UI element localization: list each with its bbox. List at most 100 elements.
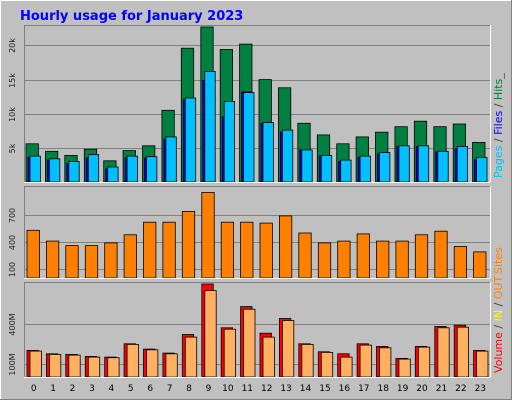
bar xyxy=(417,346,431,378)
bar xyxy=(456,326,470,378)
bar xyxy=(223,101,235,183)
bar xyxy=(340,159,352,183)
y-tick-label: 10k xyxy=(8,107,17,122)
bar xyxy=(301,343,314,378)
x-tick-label: 19 xyxy=(397,384,409,394)
legend-part: Volume xyxy=(492,332,505,373)
bar xyxy=(317,242,332,279)
x-tick-label: 22 xyxy=(455,384,466,394)
bar xyxy=(259,222,273,279)
y-tick-label: 15k xyxy=(8,73,17,88)
bar xyxy=(65,245,79,279)
bar xyxy=(146,349,159,378)
x-tick-label: 2 xyxy=(70,384,76,394)
bar xyxy=(414,234,429,279)
x-tick-label: 10 xyxy=(222,384,234,394)
bar xyxy=(262,336,275,378)
y-tick-label: 20k xyxy=(8,38,17,53)
bar xyxy=(379,152,391,183)
bar xyxy=(240,221,254,279)
x-tick-label: 3 xyxy=(89,384,95,394)
bar xyxy=(476,350,489,378)
y-tick-label: 400 xyxy=(8,235,17,250)
x-tick-label: 17 xyxy=(358,384,369,394)
x-axis-labels: 0 1 2 3 4 5 6 7 8 9 10 11 12 13 14 15 16 17 18 19 20 21 22 23 xyxy=(31,384,486,394)
legend-part: / xyxy=(492,135,505,146)
x-tick-label: 7 xyxy=(167,384,173,394)
bar xyxy=(376,240,390,279)
legend-part: _ xyxy=(492,73,505,80)
legend-part: / xyxy=(492,321,505,332)
bar xyxy=(298,232,312,279)
bar xyxy=(126,343,139,378)
bar xyxy=(26,229,40,279)
x-tick-label: 23 xyxy=(475,384,486,394)
bar xyxy=(320,154,333,183)
chart-title: Hourly usage for January 2023 xyxy=(20,9,243,24)
bar xyxy=(434,230,448,279)
bar xyxy=(123,234,137,279)
bar xyxy=(184,97,197,183)
legend-part: / xyxy=(492,299,505,310)
bar xyxy=(126,155,138,183)
legend-part: Hits xyxy=(492,78,505,100)
bar xyxy=(379,347,392,378)
bar xyxy=(46,240,60,279)
x-tick-label: 5 xyxy=(128,384,134,394)
bar xyxy=(281,129,294,183)
bar xyxy=(281,320,295,378)
bar xyxy=(104,242,118,279)
bar xyxy=(473,251,487,279)
bar xyxy=(437,327,450,378)
bar xyxy=(243,308,256,378)
legend-label-pages-files-hits: Pages / Files / Hits_ xyxy=(492,73,505,178)
x-tick-label: 18 xyxy=(377,384,389,394)
bar xyxy=(340,356,353,378)
x-tick-label: 6 xyxy=(147,384,153,394)
legend-part: Sites xyxy=(492,247,505,274)
x-tick-label: 9 xyxy=(206,384,212,394)
bar xyxy=(162,221,176,279)
panel-pages-files-hits: 5k 10k 15k 20k Pages / Files / Hits_ xyxy=(8,25,505,183)
y-tick-label: 5k xyxy=(8,143,17,153)
bar xyxy=(262,122,274,183)
x-tick-label: 16 xyxy=(339,384,351,394)
x-tick-label: 4 xyxy=(109,384,115,394)
bar xyxy=(301,149,313,183)
x-tick-label: 14 xyxy=(300,384,312,394)
legend-part: IN xyxy=(492,310,505,321)
bar xyxy=(320,351,334,378)
bar xyxy=(107,357,120,378)
x-tick-label: 11 xyxy=(242,384,253,394)
bar xyxy=(453,246,468,279)
bar xyxy=(398,358,411,378)
bar xyxy=(143,221,157,279)
legend-part: Files xyxy=(492,111,505,135)
bar xyxy=(29,155,41,183)
panel-sites: 100 400 700 Sites xyxy=(8,186,505,279)
y-tick-label: 400M xyxy=(8,313,17,335)
panel-background xyxy=(24,186,490,278)
bar xyxy=(87,154,100,183)
bar xyxy=(84,245,99,279)
legend-part: OUT xyxy=(492,275,505,299)
panel-volume-in-out: 100M 400M Volume / IN / OUT xyxy=(8,275,505,378)
legend-label-volume-in-out: Volume / IN / OUT xyxy=(492,275,505,373)
bar xyxy=(243,92,255,183)
bar xyxy=(456,146,469,183)
bar xyxy=(359,344,372,378)
bar xyxy=(87,356,101,378)
panel-background xyxy=(24,282,490,377)
bar xyxy=(49,353,62,378)
bar xyxy=(437,150,449,183)
bar xyxy=(398,145,410,183)
bar xyxy=(49,158,61,183)
panel-background xyxy=(24,25,490,182)
bar xyxy=(201,192,215,279)
x-tick-label: 13 xyxy=(280,384,291,394)
bar xyxy=(204,71,216,183)
bar xyxy=(278,215,293,279)
y-tick-label: 100M xyxy=(8,353,17,375)
